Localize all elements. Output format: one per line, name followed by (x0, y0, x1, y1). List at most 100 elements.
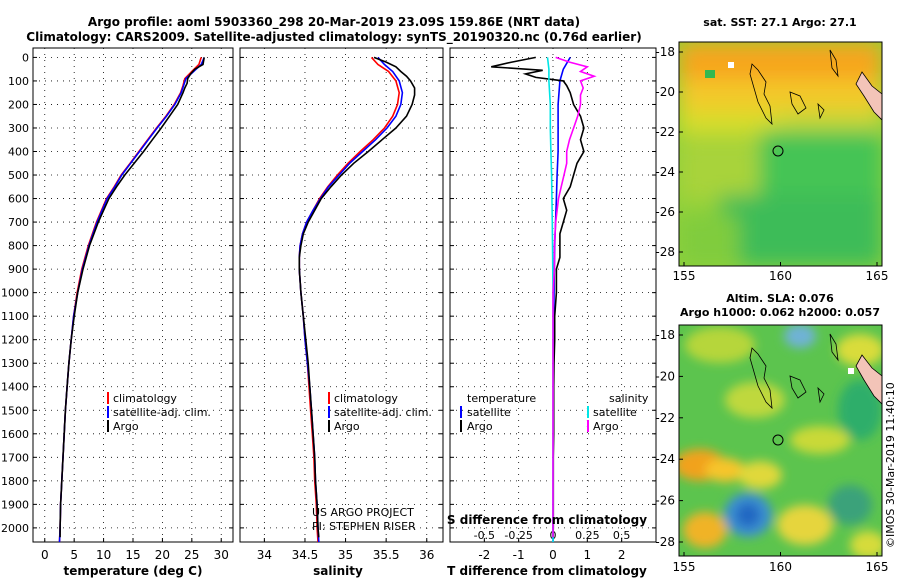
coastline-australia (855, 71, 882, 121)
s-diff-tick-label: 0.25 (575, 529, 600, 542)
sst-field (679, 42, 882, 266)
title-line-2: Climatology: CARS2009. Satellite-adjuste… (26, 30, 641, 45)
x-tick-label: 2 (618, 548, 626, 562)
cold-patch (705, 70, 715, 78)
map-y-tick-label: -18 (655, 328, 675, 342)
missing-data-patch (848, 368, 854, 374)
sst-map (678, 41, 883, 267)
depth-tick-label: 500 (8, 169, 29, 182)
imos-credit: ©IMOS 30-Mar-2019 11:40:10 (884, 382, 897, 548)
map-y-tick-label: -20 (655, 369, 675, 383)
reef-outline (829, 333, 839, 362)
s-difference-axis-label: S difference from climatology (447, 513, 647, 527)
depth-tick-label: 700 (8, 216, 29, 229)
series-t-argo (491, 56, 585, 538)
map2-title-line-1: Altim. SLA: 0.076 (726, 292, 834, 305)
map-y-tick-label: -28 (655, 245, 675, 259)
reef-outline (789, 375, 807, 399)
legend-label-climatology: climatology (334, 392, 398, 405)
series-argo (298, 56, 416, 538)
depth-tick-label: 800 (8, 240, 29, 253)
map-x-tick-label: 160 (769, 269, 792, 283)
map1-title: sat. SST: 27.1 Argo: 27.1 (703, 16, 856, 29)
map-y-tick-label: -22 (655, 125, 675, 139)
x-tick-label: 0 (41, 548, 49, 562)
map-x-tick-label: 165 (866, 269, 889, 283)
legend-label-climatology: climatology (113, 392, 177, 405)
depth-tick-label: 1400 (1, 381, 29, 394)
map-y-tick-label: -18 (655, 45, 675, 59)
map-y-tick-label: -22 (655, 411, 675, 425)
x-tick-label: 1 (584, 548, 592, 562)
map-x-tick-label: 165 (866, 560, 889, 574)
reef-outline (817, 386, 825, 404)
x-tick-label: 35 (338, 548, 353, 562)
depth-tick-label: 900 (8, 263, 29, 276)
s-diff-tick-label: 0.5 (613, 529, 631, 542)
series-climatology (58, 57, 202, 543)
x-tick-label: 0 (549, 548, 557, 562)
x-tick-label: 5 (70, 548, 78, 562)
depth-tick-label: 600 (8, 193, 29, 206)
axis-ticks: 0100200300400500600700800900100011001200… (1, 51, 656, 562)
data-series (58, 56, 597, 543)
map-y-tick-label: -26 (655, 494, 675, 508)
x-tick-label: 15 (125, 548, 140, 562)
x-tick-label: -2 (478, 548, 490, 562)
map-y-tick-label: -28 (655, 535, 675, 549)
series-satellite-adj-clim- (58, 57, 205, 543)
x-tick-label: 30 (214, 548, 229, 562)
map-y-tick-label: -24 (655, 452, 675, 466)
x-tick-label: 10 (96, 548, 111, 562)
x-tick-label: 34.5 (292, 548, 319, 562)
legend-label-s-argo: Argo (593, 420, 619, 433)
legend-label-t-argo: Argo (467, 420, 493, 433)
missing-data-patch (728, 62, 734, 68)
map-x-tick-label: 155 (673, 560, 696, 574)
argo-position-marker (772, 434, 784, 446)
depth-tick-label: 100 (8, 75, 29, 88)
map2-title-line-2: Argo h1000: 0.062 h2000: 0.057 (680, 306, 880, 319)
salinity-axis-label: salinity (313, 564, 363, 578)
coastline-australia (855, 354, 882, 405)
reef-outline (829, 49, 839, 78)
depth-tick-label: 1200 (1, 334, 29, 347)
legend-label-t-satellite: satellite (467, 406, 511, 419)
depth-tick-label: 1900 (1, 498, 29, 511)
credit-project: US ARGO PROJECT (312, 506, 414, 519)
x-tick-label: 25 (184, 548, 199, 562)
argo-position-marker (772, 145, 784, 157)
depth-tick-label: 1600 (1, 428, 29, 441)
difference-legend: temperature satellite Argo salinity sate… (460, 392, 649, 433)
t-difference-axis-label: T difference from climatology (447, 564, 647, 578)
reef-outline (789, 91, 807, 115)
temperature-legend: climatology satellite-adj. clim. Argo (107, 392, 211, 433)
depth-tick-label: 1300 (1, 357, 29, 370)
credit-pi: PI: STEPHEN RISER (312, 520, 416, 533)
x-tick-label: 35.5 (373, 548, 400, 562)
sla-field (679, 325, 882, 556)
depth-tick-label: 0 (22, 51, 29, 64)
reef-outline (817, 102, 825, 120)
reef-outline (749, 63, 773, 126)
sla-map (678, 324, 883, 557)
x-tick-label: 34 (257, 548, 272, 562)
series-t-satellite (552, 56, 571, 543)
legend-label-satellite: satellite-adj. clim. (113, 406, 211, 419)
x-tick-label: 20 (155, 548, 170, 562)
map-axis-ticks: 155 160 165 -18 -20 -22 -24 -26 -28 155 160 165 -18 -… (655, 45, 888, 574)
depth-tick-label: 1800 (1, 475, 29, 488)
depth-tick-label: 300 (8, 122, 29, 135)
temperature-axis-label: temperature (deg C) (64, 564, 203, 578)
depth-tick-label: 1500 (1, 404, 29, 417)
map-y-tick-label: -26 (655, 205, 675, 219)
s-diff-tick-label: -0.5 (474, 529, 495, 542)
map-y-tick-label: -24 (655, 165, 675, 179)
x-tick-label: 36 (419, 548, 434, 562)
depth-tick-label: 1100 (1, 310, 29, 323)
depth-tick-label: 400 (8, 146, 29, 159)
legend-title-salinity: salinity (609, 392, 649, 405)
series-argo (59, 57, 205, 538)
series-s-satellite (546, 57, 554, 542)
legend-label-satellite: satellite-adj. clim. (334, 406, 432, 419)
